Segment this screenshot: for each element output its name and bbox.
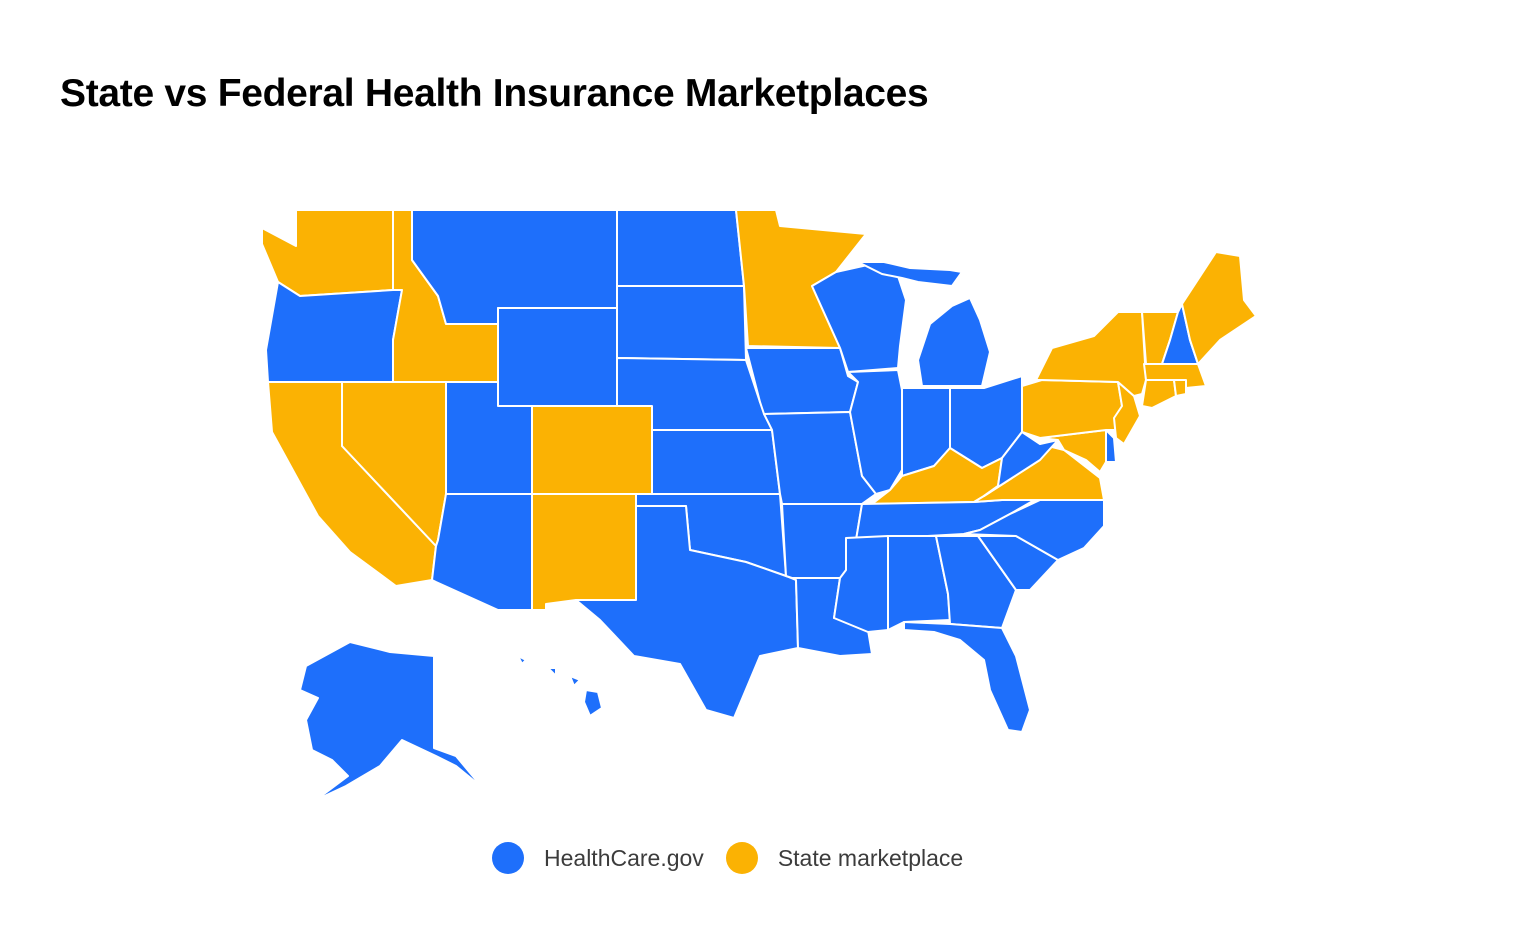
state-fl	[903, 621, 1031, 733]
state-il	[847, 369, 903, 495]
legend-label-state-marketplace: State marketplace	[777, 844, 964, 871]
legend-swatch-healthcare-gov	[492, 842, 524, 874]
state-sd	[616, 285, 747, 361]
state-az	[431, 493, 533, 611]
state-or	[265, 281, 403, 383]
state-nd	[616, 209, 745, 287]
state-ia	[745, 347, 859, 415]
state-tx	[575, 505, 799, 719]
state-nj	[1113, 381, 1141, 445]
state-ri	[1173, 379, 1187, 397]
state-ct	[1141, 379, 1177, 409]
state-wi	[811, 263, 907, 373]
state-me	[1181, 251, 1257, 365]
legend-item-state-marketplace: State marketplace	[725, 842, 964, 874]
state-mi	[857, 261, 991, 387]
state-co	[531, 405, 653, 495]
state-wy	[497, 307, 618, 407]
page-title: State vs Federal Health Insurance Market…	[60, 72, 929, 115]
legend: HealthCare.gov State marketplace	[492, 842, 985, 874]
state-mt	[411, 209, 618, 325]
state-nm	[531, 493, 637, 611]
state-ks	[651, 429, 781, 495]
legend-swatch-state-marketplace	[725, 842, 758, 874]
state-nc	[963, 499, 1105, 561]
state-ak	[299, 641, 493, 801]
state-pa	[1021, 379, 1123, 439]
state-de	[1105, 429, 1117, 463]
state-hi	[517, 655, 603, 717]
legend-item-healthcare-gov: HealthCare.gov	[492, 842, 704, 874]
legend-label-healthcare-gov: HealthCare.gov	[544, 844, 704, 871]
state-wa	[261, 209, 394, 297]
